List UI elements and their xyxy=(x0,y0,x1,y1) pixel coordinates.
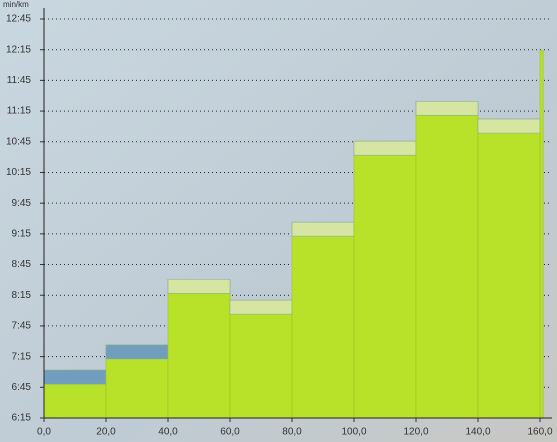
y-tick-label: 10:45 xyxy=(6,136,31,147)
bar xyxy=(415,100,479,419)
y-tick-label: 11:45 xyxy=(7,75,32,86)
bar-cap xyxy=(477,118,541,134)
y-tick-label: 9:45 xyxy=(12,198,32,209)
bar-cap xyxy=(105,344,169,360)
bar-cap xyxy=(415,100,479,116)
y-tick-label: 12:45 xyxy=(6,14,31,25)
x-tick-label: 60,0 xyxy=(220,427,240,438)
y-axis-label: min/km xyxy=(3,0,29,9)
x-tick-label: 140,0 xyxy=(465,427,490,438)
y-tick-label: 7:45 xyxy=(12,321,32,332)
y-tick-label: 7:15 xyxy=(12,351,32,362)
y-tick-label: 10:15 xyxy=(6,167,31,178)
bar xyxy=(353,140,417,419)
y-tick-label: 9:15 xyxy=(12,228,32,239)
bar-cap xyxy=(43,369,107,385)
x-tick-label: 160,0 xyxy=(527,427,552,438)
bar xyxy=(539,50,544,419)
x-tick-label: 100,0 xyxy=(341,427,366,438)
x-tick-label: 40,0 xyxy=(158,427,178,438)
y-tick-label: 8:45 xyxy=(12,259,32,270)
bar xyxy=(229,299,293,419)
bar xyxy=(167,278,231,419)
y-tick-label: 11:15 xyxy=(7,106,32,117)
x-tick-label: 20,0 xyxy=(96,427,116,438)
y-tick-label: 6:15 xyxy=(12,413,32,424)
x-tick-label: 120,0 xyxy=(403,427,428,438)
y-tick-label: 12:15 xyxy=(6,44,31,55)
bar xyxy=(477,118,541,419)
y-tick-label: 6:45 xyxy=(12,382,32,393)
bar-cap xyxy=(291,221,355,237)
bar xyxy=(291,221,355,419)
bar-cap xyxy=(167,278,231,294)
bar-cap xyxy=(229,299,293,315)
x-tick-label: 0,0 xyxy=(37,427,51,438)
y-tick-label: 8:15 xyxy=(12,290,32,301)
bar-cap xyxy=(353,140,417,156)
x-tick-label: 80,0 xyxy=(282,427,302,438)
